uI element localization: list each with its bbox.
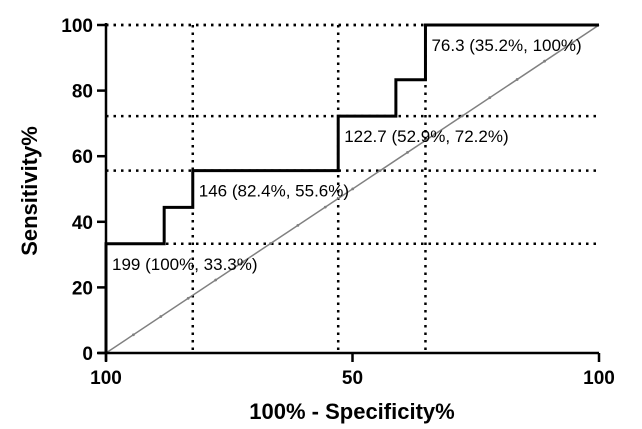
diagonal-marker: [378, 169, 382, 173]
y-tick-label: 100: [61, 16, 93, 37]
y-axis-title: Sensitivity%: [17, 126, 42, 256]
cutoff-annotation: 76.3 (35.2%, 100%): [431, 36, 581, 55]
diagonal-marker: [488, 96, 492, 100]
diagonal-marker: [323, 205, 327, 209]
diagonal-marker: [460, 114, 464, 118]
diagonal-marker: [241, 260, 245, 264]
diagonal-marker: [186, 296, 190, 300]
roc-step-line: [104, 23, 599, 353]
y-tick-label: 20: [72, 278, 93, 299]
y-tick-label: 60: [72, 147, 93, 168]
x-tick-label: 50: [342, 368, 363, 389]
diagonal-marker: [515, 78, 519, 81]
diagonal-marker: [433, 132, 437, 136]
roc-curve: [104, 23, 599, 353]
cutoff-annotation: 146 (82.4%, 55.6%): [199, 182, 349, 201]
y-tick-label: 80: [72, 82, 93, 103]
diagonal-marker: [159, 315, 163, 318]
diagonal-marker: [214, 278, 218, 282]
diagonal-marker: [406, 150, 409, 154]
x-axis-title: 100% - Specificity%: [249, 399, 454, 424]
cutoff-annotation: 122.7 (52.9%, 72.2%): [344, 127, 508, 146]
diagonal-marker: [351, 187, 355, 191]
y-tick-label: 40: [72, 213, 93, 234]
x-axis-ticks: 100 50 100: [90, 353, 615, 389]
diagonal-marker: [570, 41, 574, 45]
diagonal-marker: [543, 59, 546, 63]
x-tick-label: 100: [583, 368, 615, 389]
annotations: 199 (100%, 33.3%) 146 (82.4%, 55.6%) 122.7…: [112, 36, 582, 274]
y-tick-label: 0: [82, 344, 93, 365]
diagonal-marker: [296, 223, 300, 227]
diagonal-marker: [269, 242, 272, 245]
diagonal-marker: [132, 333, 135, 337]
y-axis-ticks: 0 20 40 60 80 100: [61, 16, 106, 365]
axes: [98, 23, 599, 361]
x-tick-label: 100: [90, 368, 122, 389]
cutoff-annotation: 199 (100%, 33.3%): [112, 255, 258, 274]
reference-diagonal: [105, 24, 600, 354]
